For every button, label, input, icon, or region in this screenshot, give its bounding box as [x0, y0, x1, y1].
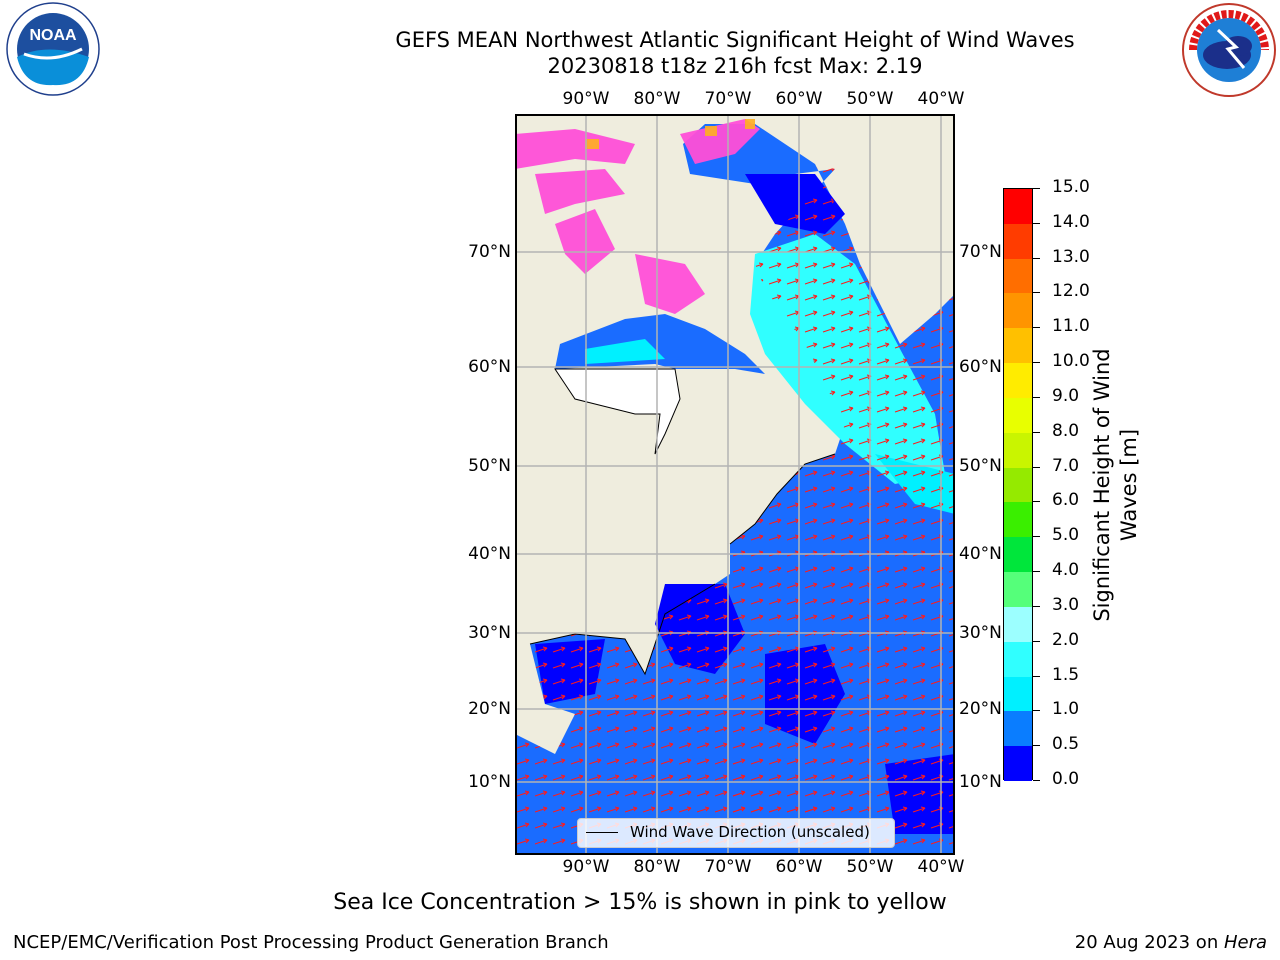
lat-label: 40°N [959, 544, 1002, 564]
colorbar-segment [1004, 537, 1032, 573]
colorbar-tick-mark [1033, 571, 1040, 573]
lat-label: 20°N [468, 699, 511, 719]
lon-label: 70°W [704, 857, 752, 877]
sea-ice [515, 119, 760, 314]
wave-map [515, 114, 955, 855]
colorbar-tick-mark [1033, 605, 1040, 607]
colorbar-tick-mark [1033, 501, 1040, 503]
lat-label: 30°N [468, 623, 511, 643]
lat-label: 70°N [468, 242, 511, 262]
colorbar-tick-label: 0.0 [1052, 769, 1080, 789]
colorbar-tick-mark [1033, 640, 1040, 642]
colorbar-segment [1004, 606, 1032, 642]
lat-label: 60°N [468, 357, 511, 377]
colorbar-segment [1004, 746, 1032, 781]
lon-label: 40°W [917, 857, 965, 877]
lat-label: 20°N [959, 699, 1002, 719]
chart-title: GEFS MEAN Northwest Atlantic Significant… [395, 28, 1075, 52]
nws-logo [1182, 3, 1276, 97]
sea-ice-note: Sea Ice Concentration > 15% is shown in … [333, 890, 947, 915]
colorbar-segment [1004, 189, 1032, 224]
legend-line-swatch [586, 832, 618, 833]
footer-date-text: 20 Aug 2023 on [1074, 932, 1224, 953]
noaa-logo: NOAA [6, 2, 100, 96]
footer-host: Hera [1223, 932, 1267, 953]
colorbar-tick-label: 12.0 [1052, 281, 1090, 302]
colorbar-tick-mark [1033, 710, 1040, 712]
colorbar-tick-mark [1033, 431, 1040, 433]
lat-label: 30°N [959, 623, 1002, 643]
map-legend: Wind Wave Direction (unscaled) [577, 818, 895, 848]
colorbar-tick-mark [1033, 536, 1040, 538]
colorbar-segment [1004, 641, 1032, 677]
colorbar-tick-label: 14.0 [1052, 211, 1090, 232]
colorbar-segment [1004, 467, 1032, 503]
colorbar-tick-label: 10.0 [1052, 351, 1090, 372]
colorbar-tick-label: 9.0 [1052, 385, 1080, 406]
colorbar-tick-label: 8.0 [1052, 420, 1080, 441]
legend-label: Wind Wave Direction (unscaled) [630, 823, 870, 841]
lon-label: 60°W [775, 857, 823, 877]
lat-label: 60°N [959, 357, 1002, 377]
colorbar-tick-label: 7.0 [1052, 455, 1080, 476]
lon-label: 50°W [846, 857, 894, 877]
lat-label: 70°N [959, 242, 1002, 262]
colorbar-segment [1004, 363, 1032, 398]
lon-label: 70°W [704, 89, 752, 109]
colorbar-tick-mark [1033, 292, 1040, 294]
colorbar-tick-mark [1033, 745, 1040, 747]
colorbar-tick-label: 11.0 [1052, 316, 1090, 337]
colorbar-tick-label: 4.0 [1052, 560, 1080, 581]
colorbar-tick-label: 3.0 [1052, 594, 1080, 615]
lat-label: 50°N [959, 456, 1002, 476]
colorbar-segment [1004, 223, 1032, 259]
colorbar-tick-label: 15.0 [1052, 177, 1090, 197]
footer-date: 20 Aug 2023 on Hera [1075, 932, 1267, 953]
colorbar-tick-mark [1033, 222, 1040, 224]
colorbar-tick-label: 1.0 [1052, 699, 1080, 720]
colorbar-tick-label: 0.5 [1052, 734, 1080, 755]
colorbar-tick-label: 6.0 [1052, 490, 1080, 511]
lon-label: 80°W [633, 857, 681, 877]
colorbar-tick-mark [1033, 780, 1040, 781]
colorbar-tick-label: 2.0 [1052, 629, 1080, 650]
lon-label: 50°W [846, 89, 894, 109]
colorbar-segment [1004, 397, 1032, 433]
lat-label: 10°N [468, 772, 511, 792]
colorbar-segment [1004, 258, 1032, 294]
lon-label: 60°W [775, 89, 823, 109]
colorbar-tick-label: 13.0 [1052, 246, 1090, 267]
colorbar-segment [1004, 432, 1032, 468]
colorbar-segment [1004, 572, 1032, 607]
noaa-logo-text: NOAA [29, 27, 77, 44]
colorbar-tick-label: 5.0 [1052, 525, 1080, 546]
lon-label: 40°W [917, 89, 965, 109]
colorbar [1003, 188, 1033, 781]
colorbar-tick-mark [1033, 675, 1040, 677]
colorbar-tick-mark [1033, 188, 1040, 189]
colorbar-tick-mark [1033, 466, 1040, 468]
colorbar-tick-mark [1033, 396, 1040, 398]
lat-label: 10°N [959, 772, 1002, 792]
colorbar-tick-mark [1033, 257, 1040, 259]
colorbar-segment [1004, 502, 1032, 538]
lon-label: 90°W [562, 857, 610, 877]
chart-subtitle: 20230818 t18z 216h fcst Max: 2.19 [547, 54, 923, 78]
footer-credit: NCEP/EMC/Verification Post Processing Pr… [13, 932, 609, 953]
colorbar-segment [1004, 676, 1032, 712]
lon-label: 80°W [633, 89, 681, 109]
colorbar-segment [1004, 293, 1032, 329]
colorbar-tick-label: 1.5 [1052, 664, 1080, 685]
colorbar-tick-mark [1033, 362, 1040, 364]
lat-label: 50°N [468, 456, 511, 476]
colorbar-title: Significant Height of Wind Waves [m] [1090, 348, 1141, 622]
lat-label: 40°N [468, 544, 511, 564]
lon-label: 90°W [562, 89, 610, 109]
colorbar-segment [1004, 711, 1032, 747]
graticule [515, 114, 955, 855]
colorbar-tick-mark [1033, 327, 1040, 329]
colorbar-segment [1004, 328, 1032, 364]
